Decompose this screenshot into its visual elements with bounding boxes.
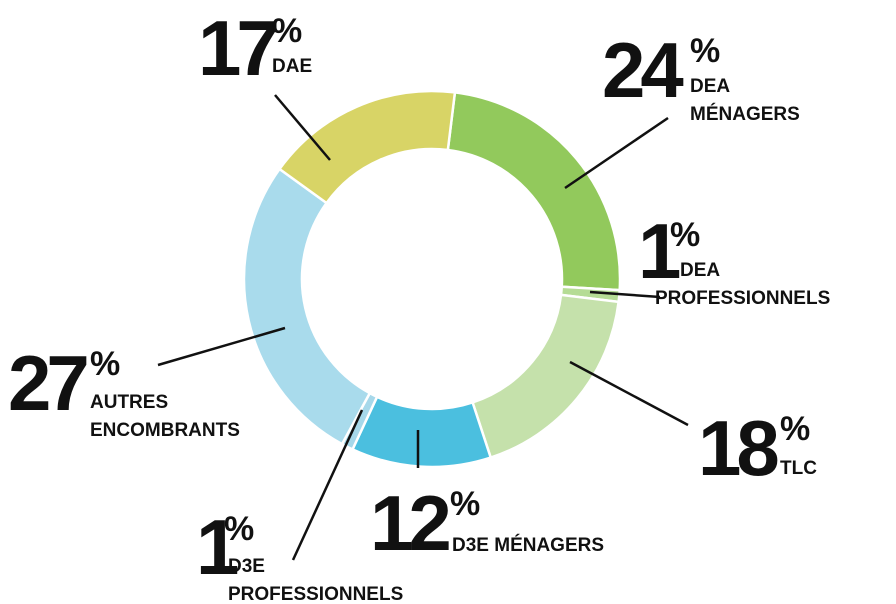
unit-label: % bbox=[450, 485, 480, 523]
category-label: ENCOMBRANTS bbox=[90, 420, 240, 441]
value-label: 24 bbox=[602, 26, 683, 114]
category-label: DEA bbox=[690, 76, 730, 97]
leader-line bbox=[291, 409, 364, 561]
unit-label: % bbox=[670, 216, 700, 254]
leader-line bbox=[564, 116, 669, 190]
category-label: MÉNAGERS bbox=[690, 103, 800, 125]
unit-label: % bbox=[224, 510, 254, 548]
donut-segment bbox=[446, 91, 622, 292]
leader-line bbox=[589, 290, 661, 299]
leader-line bbox=[569, 360, 689, 427]
donut-segment bbox=[242, 167, 372, 446]
category-label: TLC bbox=[780, 458, 817, 479]
donut-segment bbox=[277, 89, 457, 205]
unit-label: % bbox=[272, 12, 302, 50]
unit-label: % bbox=[90, 345, 120, 383]
unit-label: % bbox=[780, 410, 810, 448]
category-label: AUTRES bbox=[90, 392, 168, 413]
category-label: DAE bbox=[272, 56, 312, 77]
unit-label: % bbox=[690, 32, 720, 70]
category-label: D3E bbox=[228, 556, 265, 577]
value-label: 27 bbox=[8, 339, 86, 427]
leader-line bbox=[157, 326, 286, 367]
leader-line bbox=[274, 94, 331, 161]
category-label: D3E MÉNAGERS bbox=[452, 534, 604, 556]
category-label: PROFESSIONNELS bbox=[228, 584, 403, 604]
category-label: PROFESSIONNELS bbox=[655, 288, 830, 309]
value-label: 18 bbox=[698, 404, 777, 492]
category-label: DEA bbox=[680, 260, 720, 281]
value-label: 17 bbox=[198, 4, 276, 92]
value-label: 12 bbox=[370, 479, 449, 567]
